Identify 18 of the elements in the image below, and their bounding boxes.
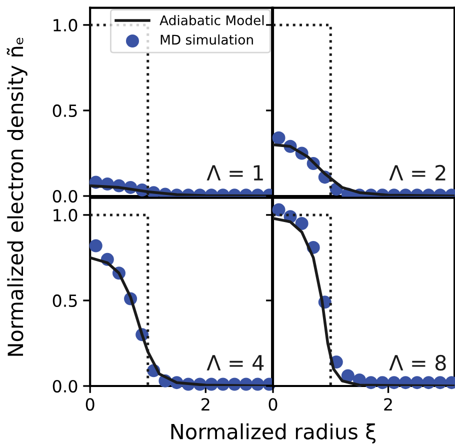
y-tick-label: 0.0 (52, 190, 78, 203)
x-tick-label: 2 (202, 398, 210, 410)
x-tick-label: 0 (86, 398, 94, 411)
y-tick-label: 0.5 (52, 104, 77, 118)
x-tick-label: 0 (268, 398, 278, 411)
annotation: Λ = 8 (389, 354, 446, 371)
y-axis-title: Normalized electron density ñₑ (6, 38, 28, 356)
y-tick-label: 1.0 (54, 18, 78, 32)
annotation: Λ = 4 (206, 355, 264, 370)
y-tick-label: 0.5 (52, 294, 77, 308)
legend-label: MD simulation (160, 34, 253, 45)
y-tick-label: 1.0 (54, 208, 78, 222)
x-tick-label: 2 (384, 398, 392, 410)
y-tick-label: 0.0 (52, 380, 78, 393)
annotation: Λ = 2 (389, 164, 446, 180)
x-axis-title: Normalized radius ξ (171, 423, 376, 444)
annotation: Λ = 1 (206, 165, 263, 180)
legend-label: Adiabatic Model (160, 15, 264, 26)
